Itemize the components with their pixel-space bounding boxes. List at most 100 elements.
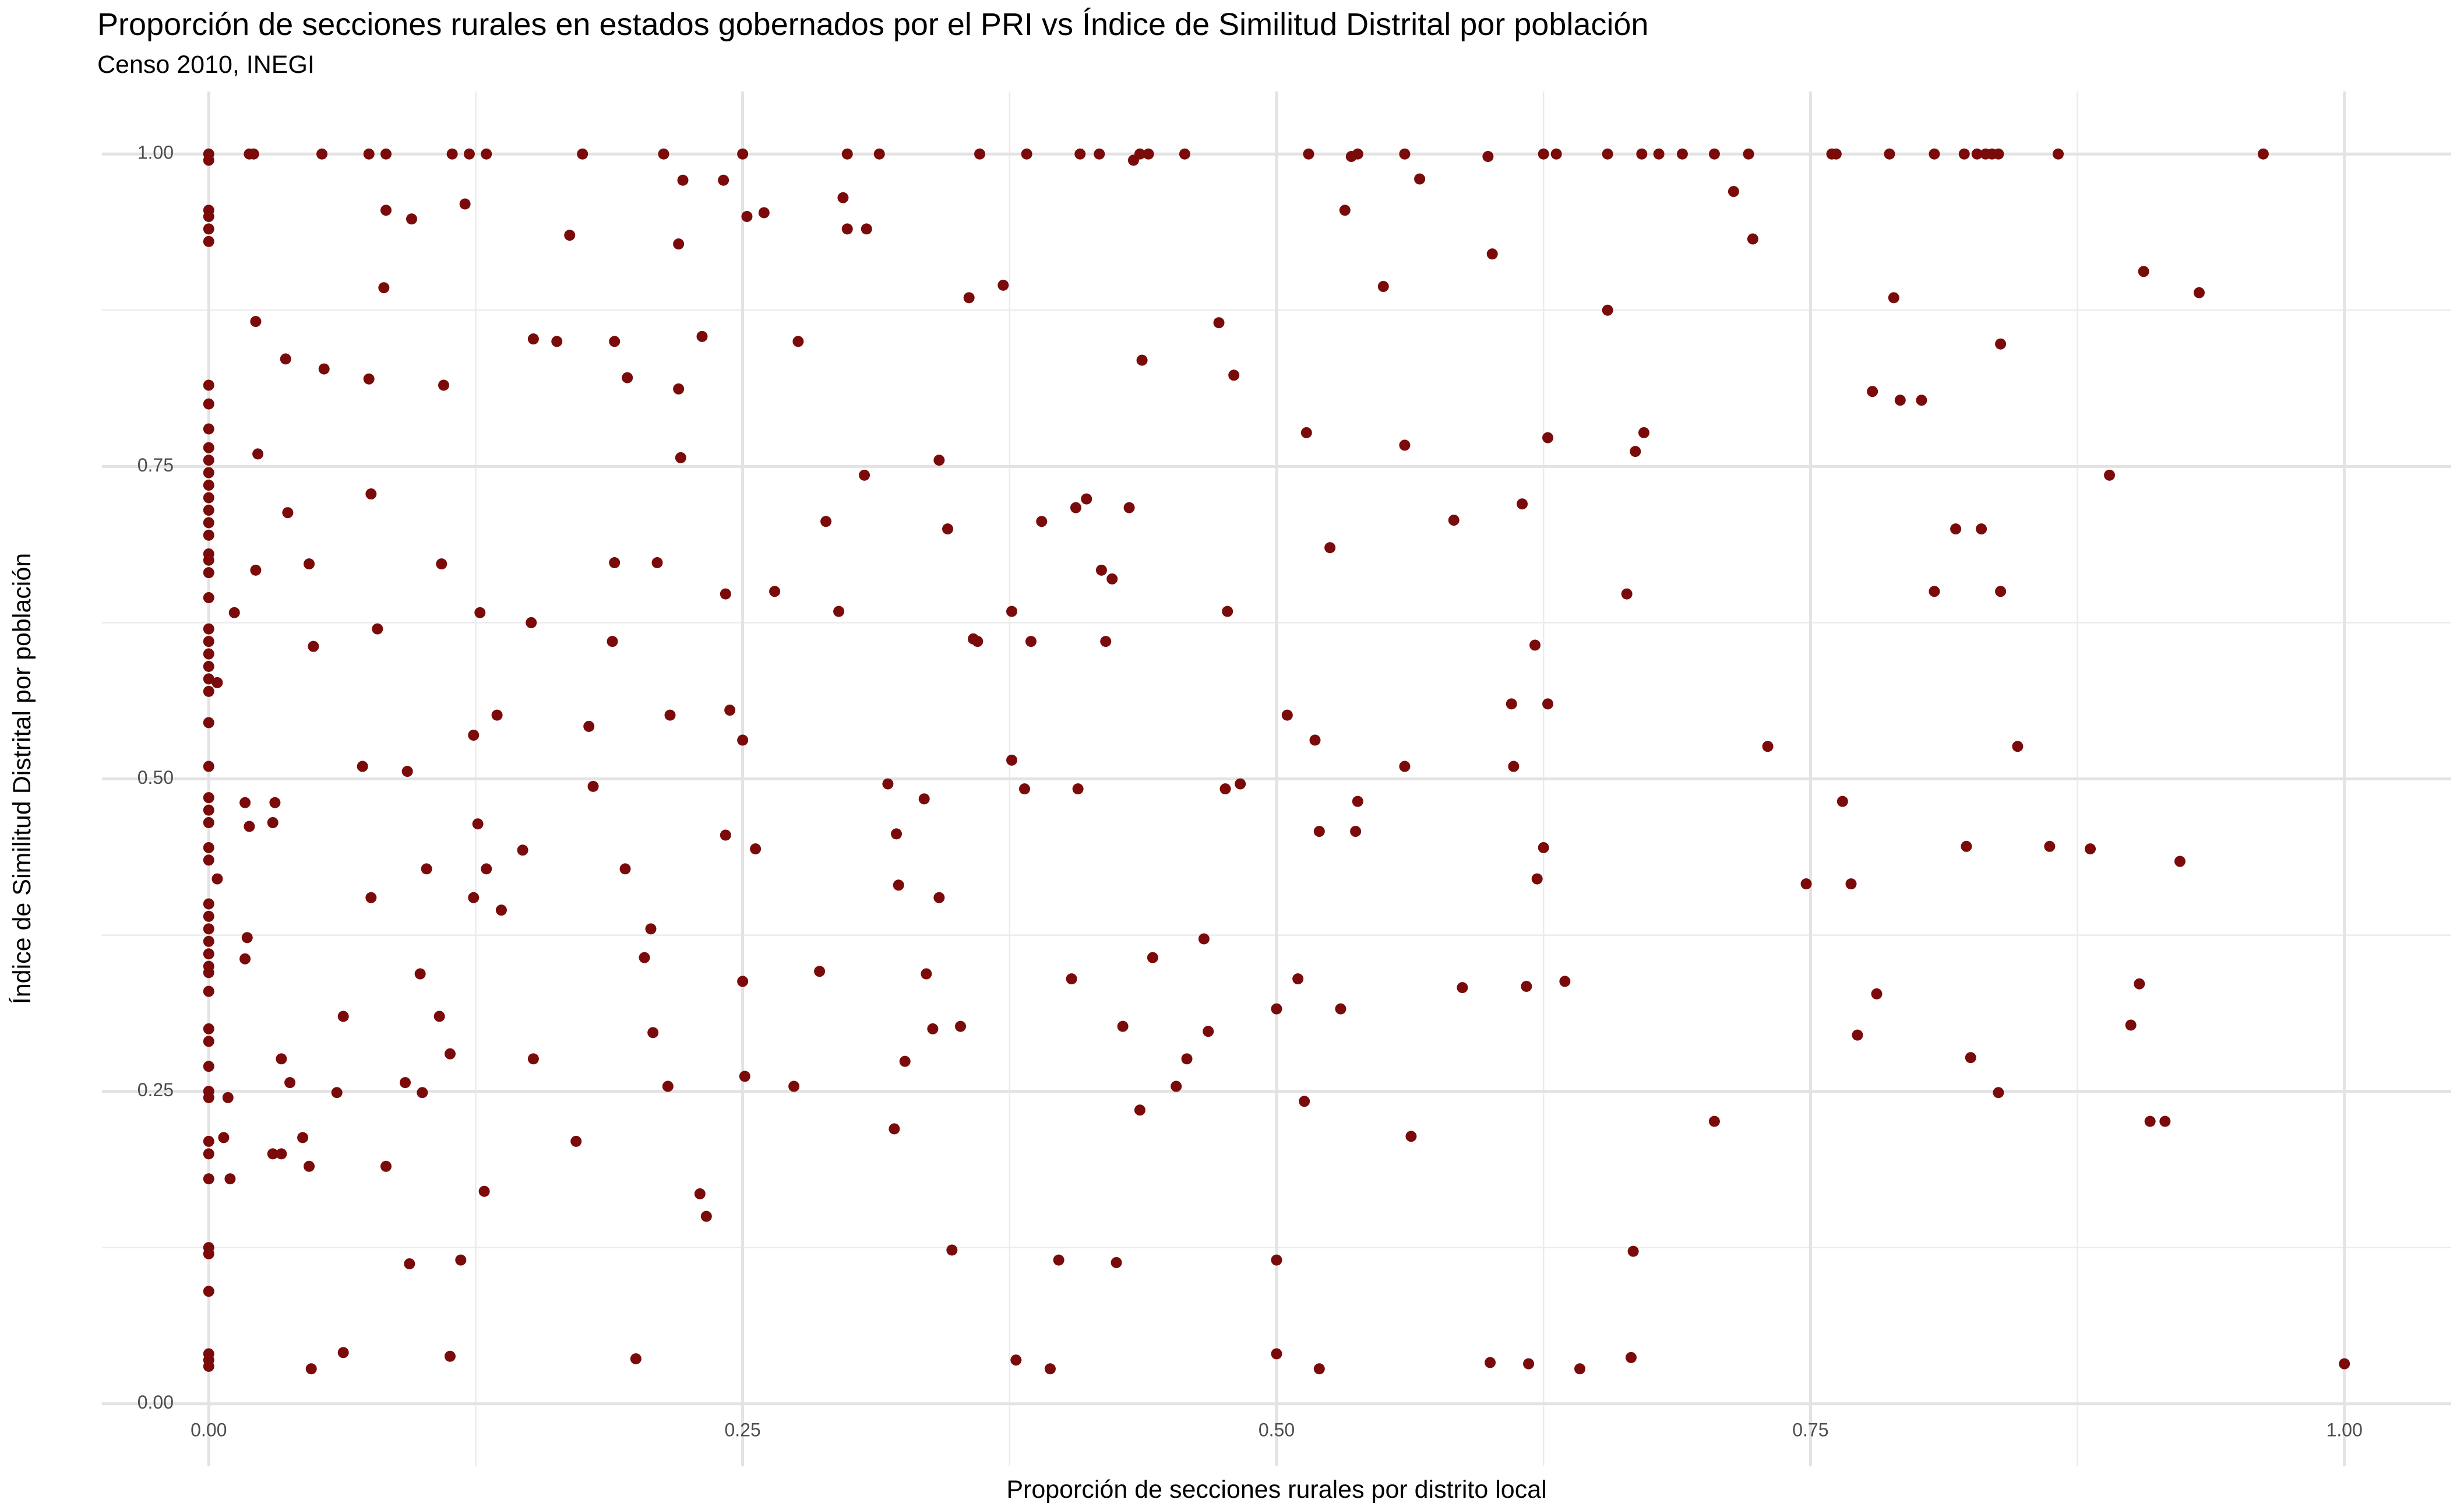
point <box>308 640 319 652</box>
point <box>1574 1363 1585 1375</box>
point <box>1303 148 1314 160</box>
point <box>1995 338 2007 350</box>
point <box>1871 988 1883 999</box>
point <box>1147 952 1158 963</box>
point <box>1630 446 1641 457</box>
point <box>1995 586 2007 597</box>
point <box>2138 266 2149 277</box>
point <box>1965 1052 1976 1064</box>
point <box>363 373 375 385</box>
point <box>1081 493 1092 505</box>
point <box>696 330 708 342</box>
point <box>337 1011 349 1022</box>
point <box>1006 754 1017 766</box>
point <box>2012 741 2024 752</box>
point <box>1352 148 1363 160</box>
point <box>1916 395 1927 406</box>
point <box>997 279 1009 291</box>
point <box>378 282 390 294</box>
point <box>203 842 214 853</box>
point <box>304 1160 315 1172</box>
point <box>337 1347 349 1358</box>
point <box>1171 1080 1182 1092</box>
point <box>694 1188 706 1199</box>
point <box>2044 840 2056 852</box>
point <box>203 480 214 491</box>
point <box>1136 354 1148 366</box>
point <box>820 516 832 527</box>
point <box>737 734 749 746</box>
point <box>1074 148 1086 160</box>
point <box>481 863 492 875</box>
x-tick-label: 0.00 <box>191 1419 227 1440</box>
point <box>974 148 986 160</box>
point <box>1235 778 1246 790</box>
point <box>380 205 392 216</box>
point <box>218 1132 230 1143</box>
point <box>1523 1358 1535 1370</box>
point <box>267 817 279 829</box>
point <box>203 1036 214 1047</box>
point <box>203 567 214 579</box>
point <box>372 623 383 635</box>
point <box>203 792 214 804</box>
point <box>1486 248 1498 260</box>
point <box>297 1132 309 1143</box>
point <box>1021 148 1032 160</box>
point <box>433 1011 445 1022</box>
point <box>1405 1131 1417 1142</box>
point <box>203 554 214 566</box>
point <box>1508 761 1520 772</box>
point <box>837 192 849 203</box>
point <box>2134 978 2145 990</box>
point <box>718 174 729 186</box>
point <box>203 804 214 816</box>
point <box>203 923 214 935</box>
point <box>239 953 251 965</box>
point <box>1339 205 1351 216</box>
point <box>622 372 633 383</box>
point <box>491 709 503 721</box>
point <box>305 1363 317 1375</box>
point <box>1271 1348 1282 1360</box>
point <box>203 1135 214 1147</box>
point <box>587 780 599 792</box>
point <box>421 863 432 875</box>
point <box>203 910 214 922</box>
point <box>927 1023 939 1034</box>
point <box>814 966 826 977</box>
point <box>1271 1254 1282 1266</box>
point <box>889 1123 900 1135</box>
point <box>280 353 291 365</box>
x-tick-label: 0.25 <box>724 1419 760 1440</box>
point <box>1313 1363 1325 1375</box>
point <box>252 448 264 460</box>
point <box>1550 148 1562 160</box>
point <box>1506 698 1517 710</box>
point <box>1053 1254 1064 1266</box>
point <box>211 677 223 688</box>
point <box>1123 502 1135 513</box>
point <box>304 558 315 570</box>
point <box>583 720 595 732</box>
point <box>1399 148 1411 160</box>
point <box>673 238 685 250</box>
point <box>276 1148 287 1160</box>
point <box>203 1061 214 1072</box>
y-tick-label: 1.00 <box>138 142 174 163</box>
point <box>250 316 262 328</box>
point <box>239 797 251 808</box>
point <box>739 1071 750 1082</box>
point <box>526 617 537 628</box>
point <box>933 892 945 903</box>
point <box>1867 386 1878 397</box>
point <box>1559 976 1571 987</box>
point <box>1281 709 1293 721</box>
point <box>2144 1115 2156 1127</box>
point <box>203 379 214 391</box>
point <box>2053 148 2064 160</box>
point <box>406 213 417 225</box>
point <box>1538 148 1549 160</box>
point <box>2339 1358 2350 1370</box>
y-tick-label: 0.75 <box>138 455 174 476</box>
